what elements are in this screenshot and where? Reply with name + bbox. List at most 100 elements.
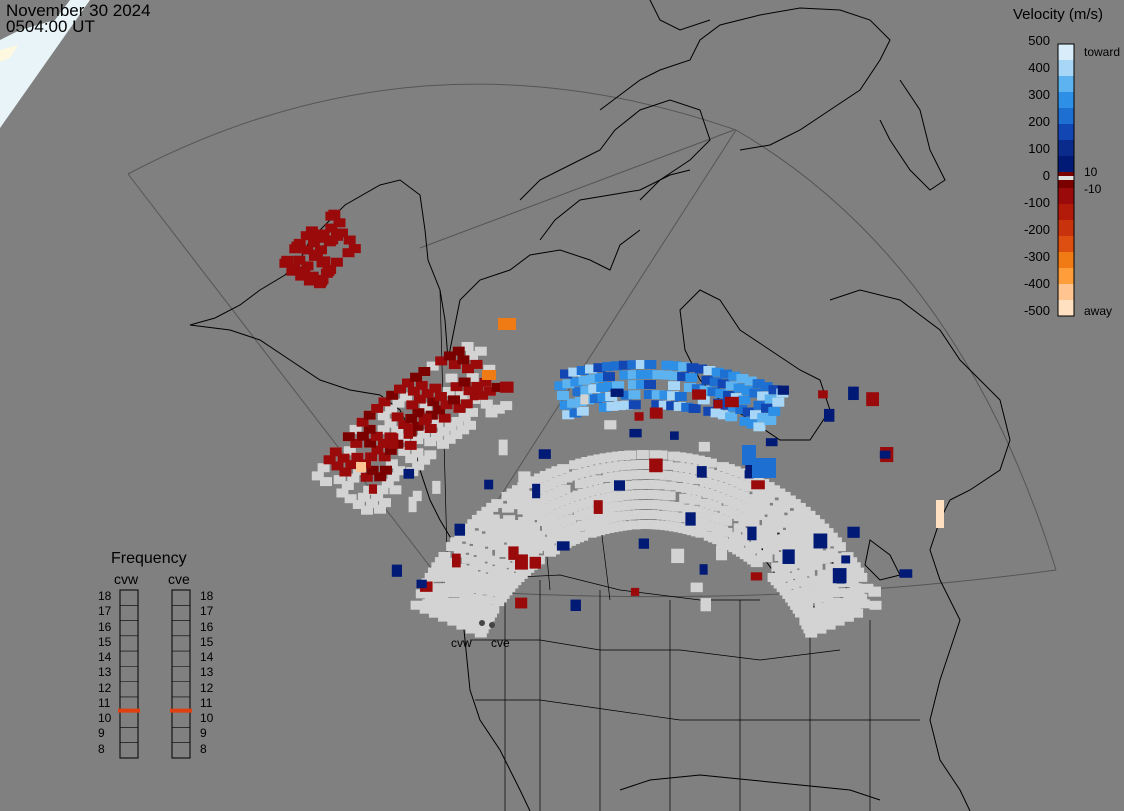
velocity-cell xyxy=(588,384,601,394)
velocity-cell xyxy=(627,370,640,380)
date-label: November 30 2024 xyxy=(6,1,151,20)
velocity-cell xyxy=(356,431,369,441)
velocity-cell xyxy=(316,274,329,284)
velocity-cell xyxy=(538,449,551,459)
velocity-tick: -100 xyxy=(1023,195,1050,210)
velocity-cell xyxy=(696,466,707,478)
velocity-cell xyxy=(619,370,632,380)
ground-scatter-cell xyxy=(438,552,451,561)
velocity-cell xyxy=(378,452,391,462)
freq-level-left: 18 xyxy=(98,589,112,603)
velocity-cell xyxy=(331,461,344,471)
ground-scatter-cell xyxy=(750,558,763,568)
velocity-cell xyxy=(460,399,473,409)
ground-scatter-cell xyxy=(826,548,839,558)
ground-scatter-cell xyxy=(747,519,760,529)
velocity-cell xyxy=(328,209,341,219)
site-marker-cve xyxy=(489,622,495,628)
ground-scatter-cell xyxy=(491,499,504,509)
velocity-cell xyxy=(412,490,422,502)
ground-scatter-cell xyxy=(343,446,356,456)
velocity-cell xyxy=(479,377,492,387)
velocity-cell xyxy=(649,458,663,473)
velocity-cell xyxy=(363,424,376,434)
velocity-cell xyxy=(351,452,364,462)
velocity-cell xyxy=(752,379,765,389)
ground-scatter-cell xyxy=(311,471,324,481)
velocity-cell xyxy=(725,381,738,391)
ground-scatter-cell xyxy=(837,602,850,612)
ground-scatter-cell xyxy=(778,503,790,513)
ground-scatter-cell xyxy=(498,544,511,554)
velocity-cell xyxy=(666,401,679,411)
ground-scatter-cell xyxy=(424,593,437,603)
ground-scatter-cell xyxy=(533,530,546,540)
velocity-cell xyxy=(760,382,773,392)
velocity-cell xyxy=(736,374,749,383)
velocity-cell xyxy=(435,356,448,366)
velocity-cell xyxy=(578,375,591,385)
ground-scatter-cell xyxy=(653,480,666,490)
velocity-cell xyxy=(586,374,599,384)
velocity-cell xyxy=(388,433,399,449)
velocity-cell xyxy=(594,373,607,383)
ground-scatter-cell xyxy=(688,475,701,485)
velocity-cell xyxy=(325,223,338,233)
ground-scatter-cell xyxy=(636,450,649,459)
velocity-cell xyxy=(661,360,674,370)
ground-scatter-cell xyxy=(442,602,455,612)
ground-scatter-cell xyxy=(837,562,849,572)
ground-scatter-cell xyxy=(451,568,464,578)
freq-level-left: 14 xyxy=(98,650,112,665)
freq-level-right: 8 xyxy=(200,741,207,756)
ground-scatter-cell xyxy=(480,563,493,573)
ground-scatter-cell xyxy=(848,603,861,613)
ground-scatter-cell xyxy=(446,542,459,552)
velocity-cell xyxy=(690,582,703,593)
velocity-cell xyxy=(685,373,698,383)
velocity-cell xyxy=(597,392,610,402)
ground-scatter-cell xyxy=(465,624,478,634)
velocity-cell xyxy=(738,395,751,405)
velocity-cell xyxy=(498,439,508,456)
velocity-cell xyxy=(288,263,301,273)
velocity-cell xyxy=(764,394,777,404)
ground-scatter-cell xyxy=(418,455,431,465)
velocity-layer xyxy=(279,209,944,612)
ground-scatter-cell xyxy=(752,511,765,520)
velocity-cell xyxy=(777,385,789,395)
ground-scatter-cell xyxy=(826,583,839,593)
velocity-cell xyxy=(744,376,757,386)
velocity-cell xyxy=(377,438,390,448)
velocity-cell xyxy=(749,388,762,398)
velocity-cell xyxy=(701,375,714,385)
velocity-cell xyxy=(753,422,766,432)
velocity-cell xyxy=(747,526,757,541)
ground-scatter-cell xyxy=(661,460,673,470)
ground-scatter-cell xyxy=(619,521,632,531)
velocity-cell xyxy=(562,410,575,420)
velocity-cell xyxy=(620,390,633,400)
velocity-cell xyxy=(618,360,631,370)
velocity-cell xyxy=(452,553,461,568)
velocity-cell xyxy=(818,390,828,399)
ground-scatter-cell xyxy=(431,562,444,572)
velocity-cell xyxy=(847,526,860,538)
velocity-cell xyxy=(668,371,681,381)
velocity-cell xyxy=(681,402,694,412)
ground-scatter-cell xyxy=(649,450,662,460)
velocity-scale-title: Velocity (m/s) xyxy=(1013,6,1104,23)
ground-scatter-cell xyxy=(437,426,450,436)
velocity-cell xyxy=(556,541,570,551)
velocity-cell xyxy=(391,564,402,577)
velocity-cell xyxy=(692,389,707,400)
ground-scatter-cell xyxy=(483,364,496,374)
velocity-cell xyxy=(868,586,881,597)
velocity-cell xyxy=(324,264,337,274)
ground-scatter-cell xyxy=(443,434,456,444)
ground-scatter-cell xyxy=(569,460,582,470)
velocity-cell xyxy=(644,370,657,379)
freq-current-marker xyxy=(170,708,192,713)
velocity-cell xyxy=(813,533,828,549)
velocity-cell xyxy=(772,397,785,407)
